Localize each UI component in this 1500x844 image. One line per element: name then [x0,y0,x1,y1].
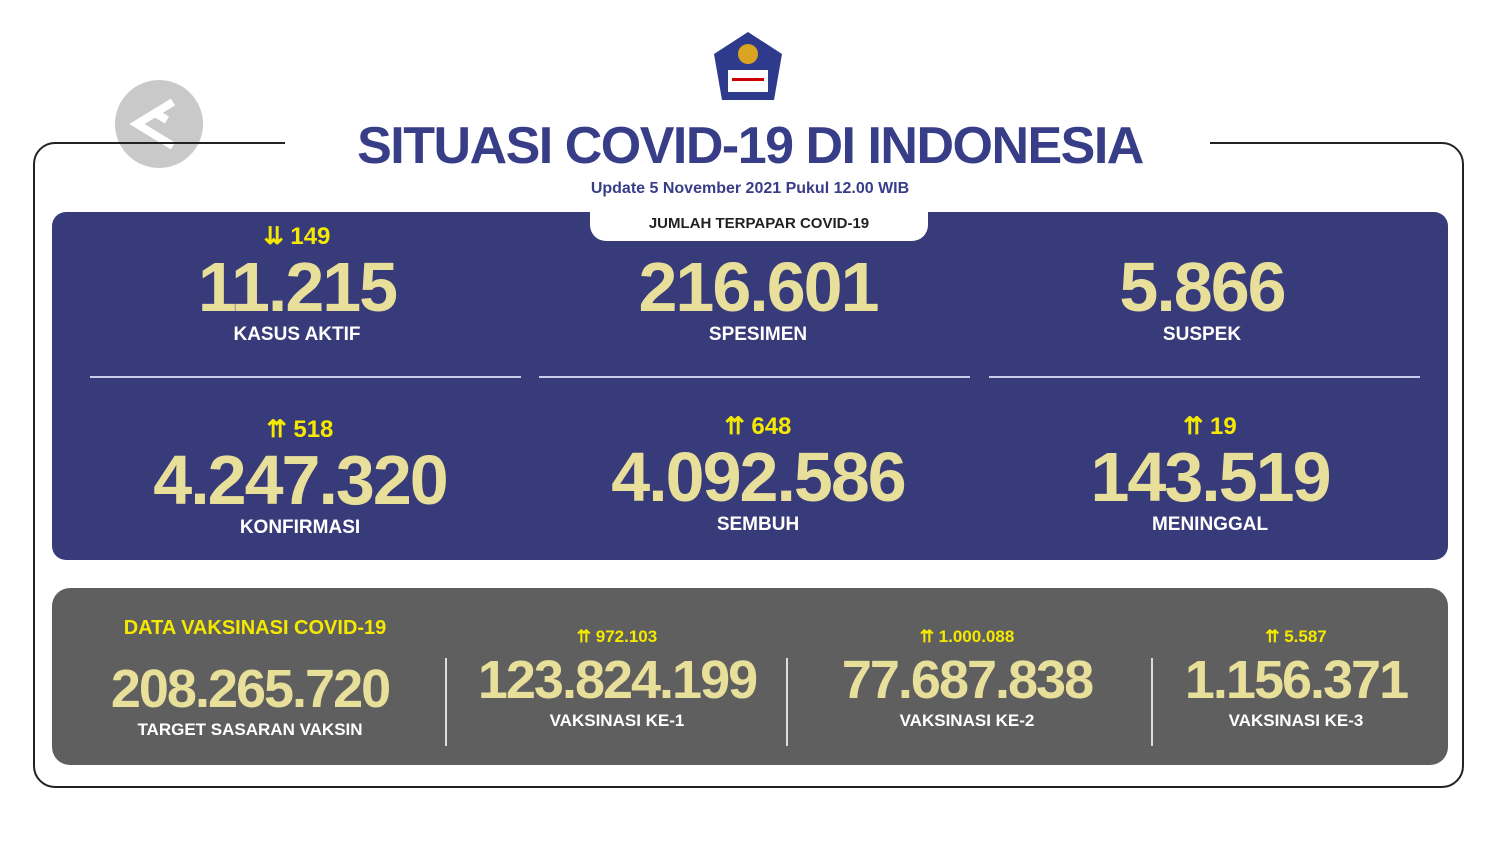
stat-value: 11.215 [197,248,398,326]
divider [539,376,970,378]
task-force-logo [712,30,784,106]
chevrons-up-icon: ⇈ [1183,413,1204,440]
vaccine-label: VAKSINASI KE-3 [1228,711,1364,730]
vaccine-value: 123.824.199 [477,650,758,710]
vaccine-delta: 972.103 [595,627,658,646]
stat-suspek: 5.866 SUSPEK [982,222,1422,346]
vaccine-label: VAKSINASI KE-2 [899,711,1035,730]
chevrons-up-icon: ⇈ [266,416,287,443]
exposure-panel [52,212,1448,560]
page-title: SITUASI COVID-19 DI INDONESIA [357,117,1144,175]
stat-value: 4.092.586 [611,438,906,516]
stat-sembuh: ⇈ 648 4.092.586 SEMBUH [538,412,978,536]
stat-label: SUSPEK [1162,324,1242,345]
chevrons-up-icon: ⇈ [1265,627,1280,646]
stat-value: 143.519 [1090,438,1331,516]
chevrons-down-icon: ⇊ [263,223,284,250]
vaccine-label: VAKSINASI KE-1 [549,711,685,730]
vaccine-heading: DATA VAKSINASI COVID-19 [123,617,387,639]
vaccine-value: 77.687.838 [841,650,1094,710]
divider [989,376,1420,378]
stat-label: MENINGGAL [1151,514,1269,535]
divider [1151,658,1153,746]
stat-value: 4.247.320 [153,441,448,519]
vaccine-delta: 5.587 [1284,627,1327,646]
stat-konfirmasi: ⇈ 518 4.247.320 KONFIRMASI [80,415,520,539]
stat-label: SEMBUH [716,514,800,535]
stat-delta: 518 [293,416,334,443]
vaccine-value: 208.265.720 [110,659,391,719]
divider [445,658,447,746]
stat-value: 216.601 [638,248,879,326]
stat-value: 5.866 [1119,248,1286,326]
exposure-tab: JUMLAH TERPAPAR COVID-19 [590,205,928,241]
vaccine-value: 1.156.371 [1184,650,1409,710]
vaccine-target: 208.265.720 TARGET SASARAN VAKSIN [75,660,425,740]
stat-label: KASUS AKTIF [233,324,361,345]
watermark-logo [115,80,203,168]
vaccine-dose-2: ⇈ 1.000.088 77.687.838 VAKSINASI KE-2 [792,627,1142,731]
vaccine-panel [52,588,1448,765]
vaccine-dose-3: ⇈ 5.587 1.156.371 VAKSINASI KE-3 [1121,627,1471,731]
divider [90,376,521,378]
vaccine-dose-1: ⇈ 972.103 123.824.199 VAKSINASI KE-1 [442,627,792,731]
divider [786,658,788,746]
stat-kasus-aktif: ⇊ 149 11.215 KASUS AKTIF [77,222,517,346]
stat-meninggal: ⇈ 19 143.519 MENINGGAL [990,412,1430,536]
vaccine-label: TARGET SASARAN VAKSIN [137,720,363,739]
stat-delta: 19 [1210,413,1237,440]
update-timestamp: Update 5 November 2021 Pukul 12.00 WIB [590,180,910,197]
stat-delta: 648 [751,413,792,440]
stat-label: SPESIMEN [708,324,808,345]
vaccine-delta: 1.000.088 [938,627,1015,646]
stat-delta: 149 [290,223,331,250]
title-gap [285,130,1210,160]
stat-spesimen: 216.601 SPESIMEN [538,222,978,346]
stat-label: KONFIRMASI [239,517,361,538]
chevrons-up-icon: ⇈ [919,627,934,646]
chevrons-up-icon: ⇈ [576,627,592,646]
chevrons-up-icon: ⇈ [724,413,745,440]
